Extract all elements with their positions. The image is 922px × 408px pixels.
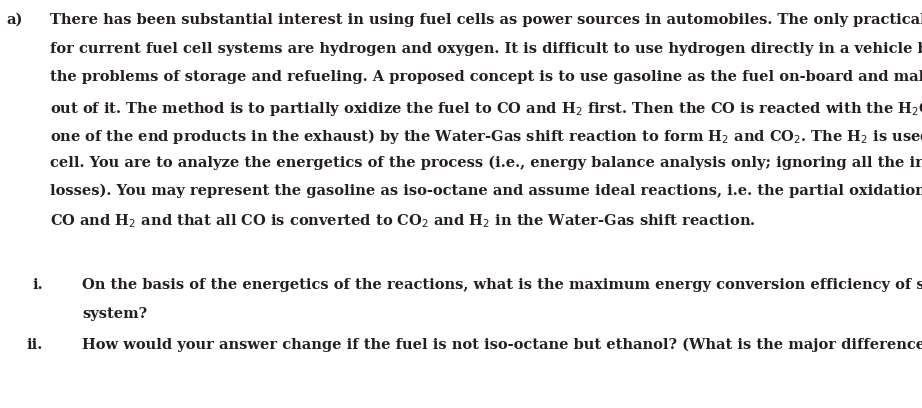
Text: CO and H$_2$ and that all CO is converted to CO$_2$ and H$_2$ in the Water-Gas s: CO and H$_2$ and that all CO is converte…: [50, 213, 755, 230]
Text: How would your answer change if the fuel is not iso-octane but ethanol? (What is: How would your answer change if the fuel…: [82, 338, 922, 352]
Text: On the basis of the energetics of the reactions, what is the maximum energy conv: On the basis of the energetics of the re…: [82, 278, 922, 292]
Text: There has been substantial interest in using fuel cells as power sources in auto: There has been substantial interest in u…: [50, 13, 922, 27]
Text: system?: system?: [82, 306, 148, 321]
Text: out of it. The method is to partially oxidize the fuel to CO and H$_2$ first. Th: out of it. The method is to partially ox…: [50, 98, 922, 118]
Text: losses). You may represent the gasoline as iso-octane and assume ideal reactions: losses). You may represent the gasoline …: [50, 184, 922, 198]
Text: for current fuel cell systems are hydrogen and oxygen. It is difficult to use hy: for current fuel cell systems are hydrog…: [50, 42, 922, 55]
Text: cell. You are to analyze the energetics of the process (i.e., energy balance ana: cell. You are to analyze the energetics …: [50, 155, 922, 170]
Text: one of the end products in the exhaust) by the Water-Gas shift reaction to form : one of the end products in the exhaust) …: [50, 127, 922, 146]
Text: i.: i.: [32, 278, 42, 292]
Text: the problems of storage and refueling. A proposed concept is to use gasoline as : the problems of storage and refueling. A…: [50, 70, 922, 84]
Text: ii.: ii.: [26, 338, 42, 352]
Text: a): a): [6, 13, 22, 27]
